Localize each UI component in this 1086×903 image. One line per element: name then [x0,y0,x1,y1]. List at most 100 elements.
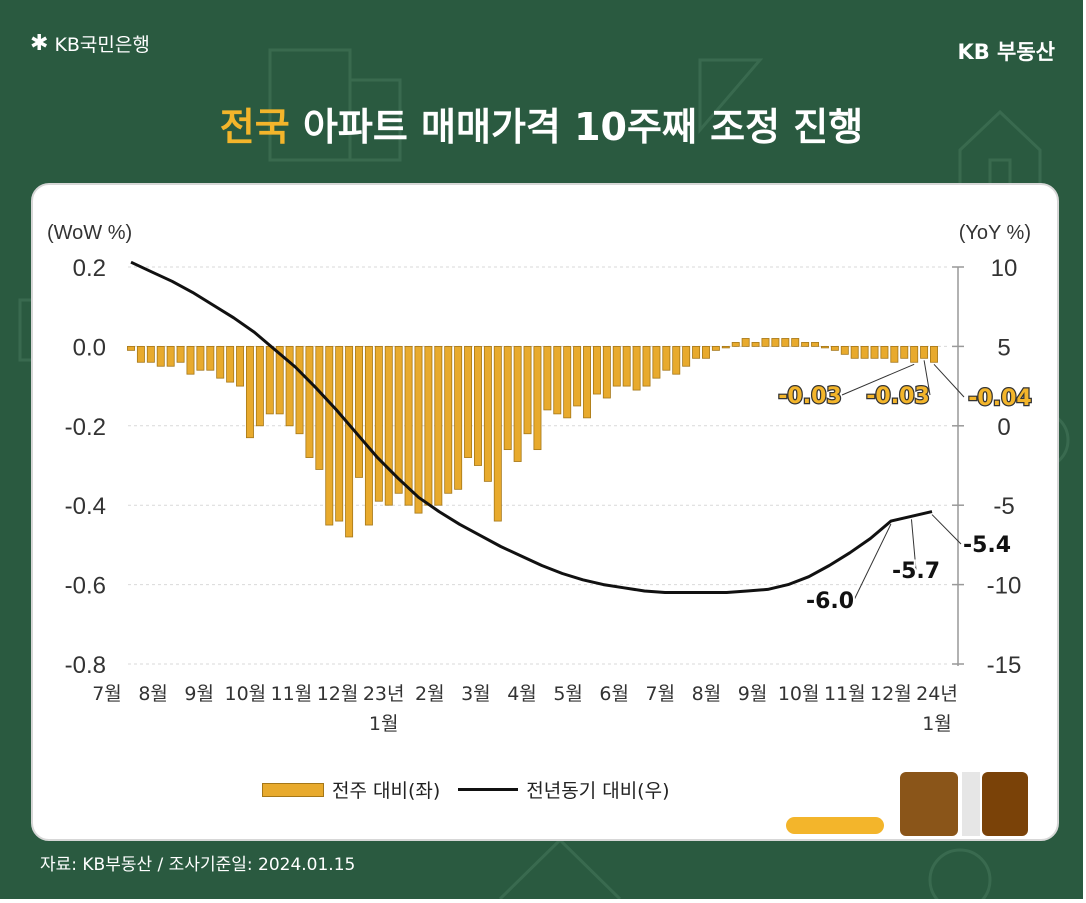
x-tick-label: 7월 [92,683,122,705]
bar [612,345,621,387]
right-axis-title: (YoY %) [959,222,1031,244]
bar [711,345,720,351]
x-tick-label: 11월 [824,683,866,705]
bar [811,342,820,347]
left-tick-label: -0.6 [65,573,106,600]
bar [335,345,344,522]
bar-data-label: -0.03 [866,384,929,409]
bar [196,345,205,371]
chart-panel [31,183,1059,841]
bar [146,345,155,363]
decorative-block-2 [962,772,980,836]
x-tick-label: 8월 [692,683,722,705]
yoy-line [130,260,933,594]
bar [216,345,225,379]
x-tick-label: 24년 [916,683,958,705]
right-tick-label: 5 [997,334,1010,361]
x-tick-label: 9월 [738,683,768,705]
right-tick-label: -15 [987,652,1022,679]
bar [464,345,473,458]
x-tick-label: 12월 [870,683,912,705]
bar-data-label: -0.03 [778,384,841,409]
legend-line-label: 전년동기 대비(우) [526,780,670,802]
legend: 전주 대비(좌) 전년동기 대비(우) [262,776,670,803]
bar [454,345,463,490]
bar [830,345,839,351]
line-data-label: -5.4 [963,533,1011,558]
bar [751,342,760,347]
bar [236,345,245,387]
bar-label-leader [841,363,915,396]
bar [305,345,314,458]
bar [910,345,919,363]
bar [870,345,879,359]
bar [384,345,393,506]
bar [493,345,502,522]
bar [880,345,889,359]
page-title: 전국 아파트 매매가격 10주째 조정 진행 [0,96,1083,151]
kb-star-icon: ✱ [30,31,49,56]
right-tick-label: -10 [987,573,1022,600]
kb-bank-logo: ✱ KB국민은행 [30,30,150,57]
line-label-leader [853,523,892,601]
x-tick-sublabel: 1월 [369,713,399,735]
line-series [130,260,933,594]
bar [265,345,274,415]
line-label-leader [931,514,962,545]
bar [702,345,710,359]
title-highlight: 전국 [219,105,290,149]
x-tick-label: 10월 [224,683,266,705]
bar [156,345,165,367]
bar [513,345,522,462]
bar [355,345,363,478]
bar [255,345,264,427]
bar [543,345,552,411]
bar [890,345,899,363]
bank-logo-text: KB국민은행 [54,34,150,56]
kb-realestate-brand: KB 부동산 [957,40,1055,64]
left-tick-label: 0.0 [73,334,106,361]
left-tick-label: -0.2 [65,414,106,441]
title-rest: 아파트 매매가격 10주째 조정 진행 [302,105,864,149]
bar [930,345,938,363]
decorative-pill [786,817,884,834]
bar [325,345,334,526]
bar [900,345,909,359]
bar [860,345,869,359]
x-tick-label: 2월 [415,683,445,705]
bar [503,345,512,451]
bar [920,345,929,359]
x-tick-label: 12월 [317,683,359,705]
legend-line-swatch [458,788,519,791]
legend-bar-swatch [262,782,324,797]
bar-series [127,338,938,538]
bar [404,345,413,506]
bar [285,345,294,427]
bar [523,345,532,435]
bar [721,345,730,349]
axes: 0.2 0.0 -0.2 -0.4 -0.6 -0.8 10 5 0 -5 -10 -15 (WoW %… [47,222,1031,735]
bar [275,345,284,415]
bar [632,345,641,391]
line-data-label: -6.0 [806,589,854,614]
left-tick-label: -0.4 [65,493,106,520]
left-tick-label: 0.2 [73,255,106,282]
bar [801,342,810,347]
bar [226,345,235,383]
x-tick-sublabel: 1월 [922,713,952,735]
bar [127,345,135,351]
right-tick-label: 10 [991,255,1018,282]
bar [295,345,304,435]
bar [573,345,582,407]
bar [424,345,433,506]
x-tick-label: 7월 [646,683,676,705]
source-note: 자료: KB부동산 / 조사기준일: 2024.01.15 [40,855,356,875]
line-data-label: -5.7 [892,559,940,584]
bar [364,345,373,526]
x-tick-label: 10월 [778,683,820,705]
bar [394,345,403,494]
bar [414,345,423,514]
bar [176,345,185,363]
